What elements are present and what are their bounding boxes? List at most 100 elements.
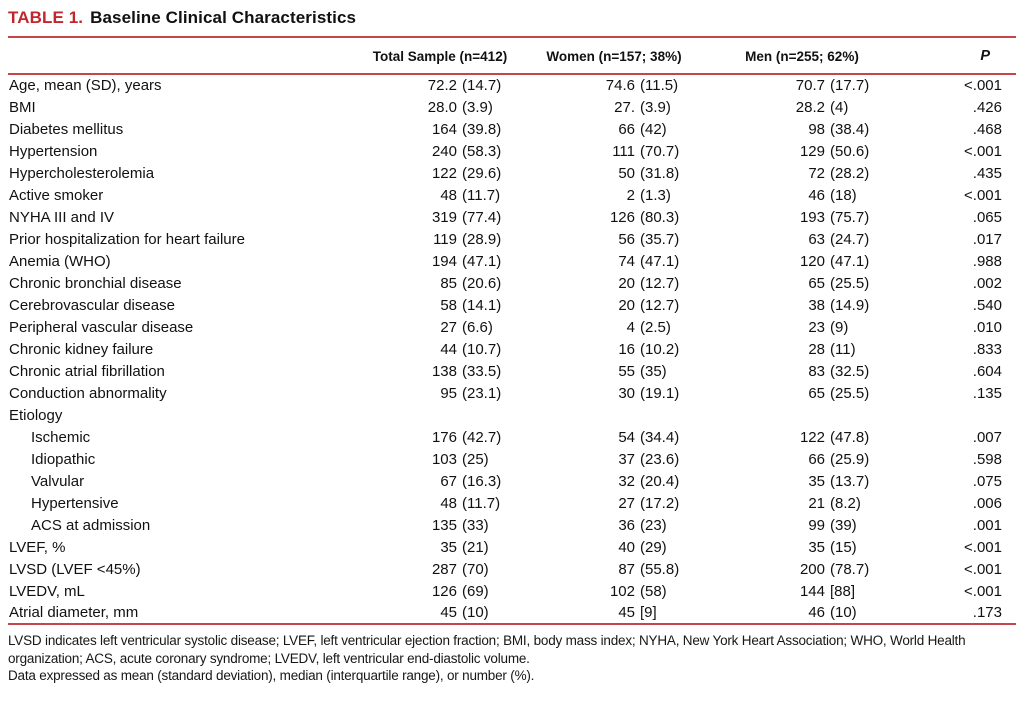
cell-women: 30 (19.1) (618, 384, 680, 402)
row-label: NYHA III and IV (9, 208, 115, 226)
cell-p-value: .426 (972, 98, 1002, 116)
table-row: Atrial diameter, mm 45 (10) 45 [9] 46 (10) … (8, 602, 1016, 624)
cell-men: 72 (28.2) (808, 164, 870, 182)
cell-p-value: <.001 (964, 77, 1002, 94)
cell-total-sample: 119 (28.9) (433, 230, 502, 248)
row-label: LVSD (LVEF <45%) (9, 560, 141, 578)
header-p-value: P (896, 38, 1016, 75)
cell-men: 122 (47.8) (799, 428, 870, 446)
cell-p-value: .435 (972, 164, 1002, 182)
table-row: Hypercholesterolemia 122 (29.6) 50 (31.8) … (8, 162, 1016, 184)
cell-p-value: .604 (972, 362, 1002, 380)
table-row: Hypertensive 48 (11.7) 27 (17.2) 21 (8.2) .… (8, 492, 1016, 514)
table-row: BMI 28.0 (3.9) 27. (3.9) 28.2 (4) .426 (8, 96, 1016, 118)
cell-total-sample: 122 (29.6) (431, 164, 502, 182)
table-row: Ischemic 176 (42.7) 54 (34.4) 122 (47.8) .0… (8, 426, 1016, 448)
cell-women: 27. (3.9) (614, 98, 671, 116)
row-label: Chronic bronchial disease (9, 274, 182, 292)
cell-total-sample: 35 (21) (440, 538, 489, 556)
table-row: Etiology (8, 404, 1016, 426)
cell-men: 66 (25.9) (808, 450, 870, 468)
cell-total-sample: 135 (33) (431, 516, 489, 534)
row-label: Active smoker (9, 186, 104, 204)
cell-men: 21 (8.2) (808, 494, 861, 512)
cell-total-sample: 48 (11.7) (440, 494, 501, 512)
cell-women: 45 [9] (618, 604, 657, 621)
table-row: Age, mean (SD), years 72.2 (14.7) 74.6 (11… (8, 74, 1016, 96)
cell-men: 38 (14.9) (808, 296, 870, 314)
cell-total-sample: 126 (69) (431, 582, 489, 600)
cell-men: 120 (47.1) (799, 252, 870, 270)
table-number-label: TABLE 1. (8, 8, 84, 27)
cell-women: 111 (70.7) (612, 142, 680, 160)
cell-total-sample: 85 (20.6) (440, 274, 502, 292)
table-row: Diabetes mellitus 164 (39.8) 66 (42) 98 (38… (8, 118, 1016, 140)
cell-total-sample: 67 (16.3) (440, 472, 502, 490)
cell-total-sample: 287 (70) (431, 560, 489, 578)
row-label: ACS at admission (31, 516, 151, 534)
cell-total-sample: 138 (33.5) (431, 362, 502, 380)
table-row: NYHA III and IV 319 (77.4) 126 (80.3) 193(… (8, 206, 1016, 228)
table-title-text: Baseline Clinical Characteristics (90, 8, 357, 27)
cell-women: 2 (1.3) (626, 186, 671, 204)
cell-p-value: .001 (972, 516, 1002, 534)
row-label: Chronic kidney failure (9, 340, 154, 358)
table-row: LVEF, % 35 (21) 40 (29) 35 (15) <.001 (8, 536, 1016, 558)
table-row: Active smoker 48 (11.7) 2 (1.3) 46 (18) <.0… (8, 184, 1016, 206)
table-row: Peripheral vascular disease 27 (6.6) 4 (2.… (8, 316, 1016, 338)
cell-total-sample: 176 (42.7) (431, 428, 502, 446)
table-row: Anemia (WHO) 194 (47.1) 74 (47.1) 120 (47.1… (8, 250, 1016, 272)
table-row: ACS at admission 135 (33) 36 (23) 99 (39) .… (8, 514, 1016, 536)
row-label: Anemia (WHO) (9, 252, 111, 270)
table-row: Cerebrovascular disease 58 (14.1) 20 (12.7… (8, 294, 1016, 316)
cell-p-value: .007 (972, 428, 1002, 446)
cell-men: 46 (10) (808, 604, 857, 621)
cell-p-value: .135 (972, 384, 1002, 402)
footnote-abbreviations: LVSD indicates left ventricular systolic… (8, 633, 966, 666)
cell-total-sample: 58 (14.1) (440, 296, 502, 314)
table-row: Chronic kidney failure 44 (10.7) 16 (10.2)… (8, 338, 1016, 360)
cell-p-value: .002 (972, 274, 1002, 292)
cell-women: 126 (80.3) (609, 208, 680, 226)
cell-men: 35 (15) (808, 538, 857, 556)
cell-total-sample: 103 (25) (431, 450, 489, 468)
table-body: Age, mean (SD), years 72.2 (14.7) 74.6 (11… (8, 74, 1016, 624)
cell-men: 193 (75.7) (799, 208, 870, 226)
table-row: Idiopathic 103 (25) 37 (23.6) 66 (25.9) .59… (8, 448, 1016, 470)
cell-women: 74.6 (11.5) (605, 77, 679, 94)
cell-total-sample: 28.0 (3.9) (427, 98, 493, 116)
cell-men: 129 (50.6) (799, 142, 870, 160)
cell-p-value: .010 (972, 318, 1002, 336)
cell-total-sample: 164 (39.8) (431, 120, 502, 138)
row-label: Valvular (31, 472, 85, 490)
header-men: Men (n=255; 62%) (708, 38, 896, 75)
row-label: LVEDV, mL (9, 582, 85, 600)
cell-women: 37 (23.6) (618, 450, 680, 468)
cell-men: 98 (38.4) (808, 120, 870, 138)
cell-women: 102 (58) (609, 582, 667, 600)
cell-total-sample: 319 (77.4) (431, 208, 502, 226)
header-characteristic (8, 38, 360, 75)
row-label: Atrial diameter, mm (9, 604, 139, 621)
cell-women: 66 (42) (618, 120, 667, 138)
cell-women: 4 (2.5) (626, 318, 671, 336)
cell-women: 50 (31.8) (618, 164, 680, 182)
cell-men: 35 (13.7) (808, 472, 870, 490)
cell-men: 28.2 (4) (795, 98, 849, 116)
row-label: BMI (9, 98, 36, 116)
cell-women: 87 (55.8) (618, 560, 680, 578)
table-row: Conduction abnormality 95 (23.1) 30 (19.1)… (8, 382, 1016, 404)
cell-women: 36 (23) (618, 516, 667, 534)
cell-women: 54 (34.4) (618, 428, 680, 446)
cell-p-value: .988 (972, 252, 1002, 270)
cell-p-value: <.001 (964, 142, 1002, 160)
row-label: Hypertensive (31, 494, 119, 512)
header-women: Women (n=157; 38%) (520, 38, 708, 75)
cell-men: 200 (78.7) (799, 560, 870, 578)
table-row: Valvular 67 (16.3) 32 (20.4) 35 (13.7) .075 (8, 470, 1016, 492)
table-row: Chronic atrial fibrillation 138 (33.5) 55… (8, 360, 1016, 382)
title-rule (8, 36, 1016, 38)
row-label: Diabetes mellitus (9, 120, 124, 138)
table-row: Prior hospitalization for heart failure … (8, 228, 1016, 250)
cell-p-value: .173 (972, 604, 1002, 621)
